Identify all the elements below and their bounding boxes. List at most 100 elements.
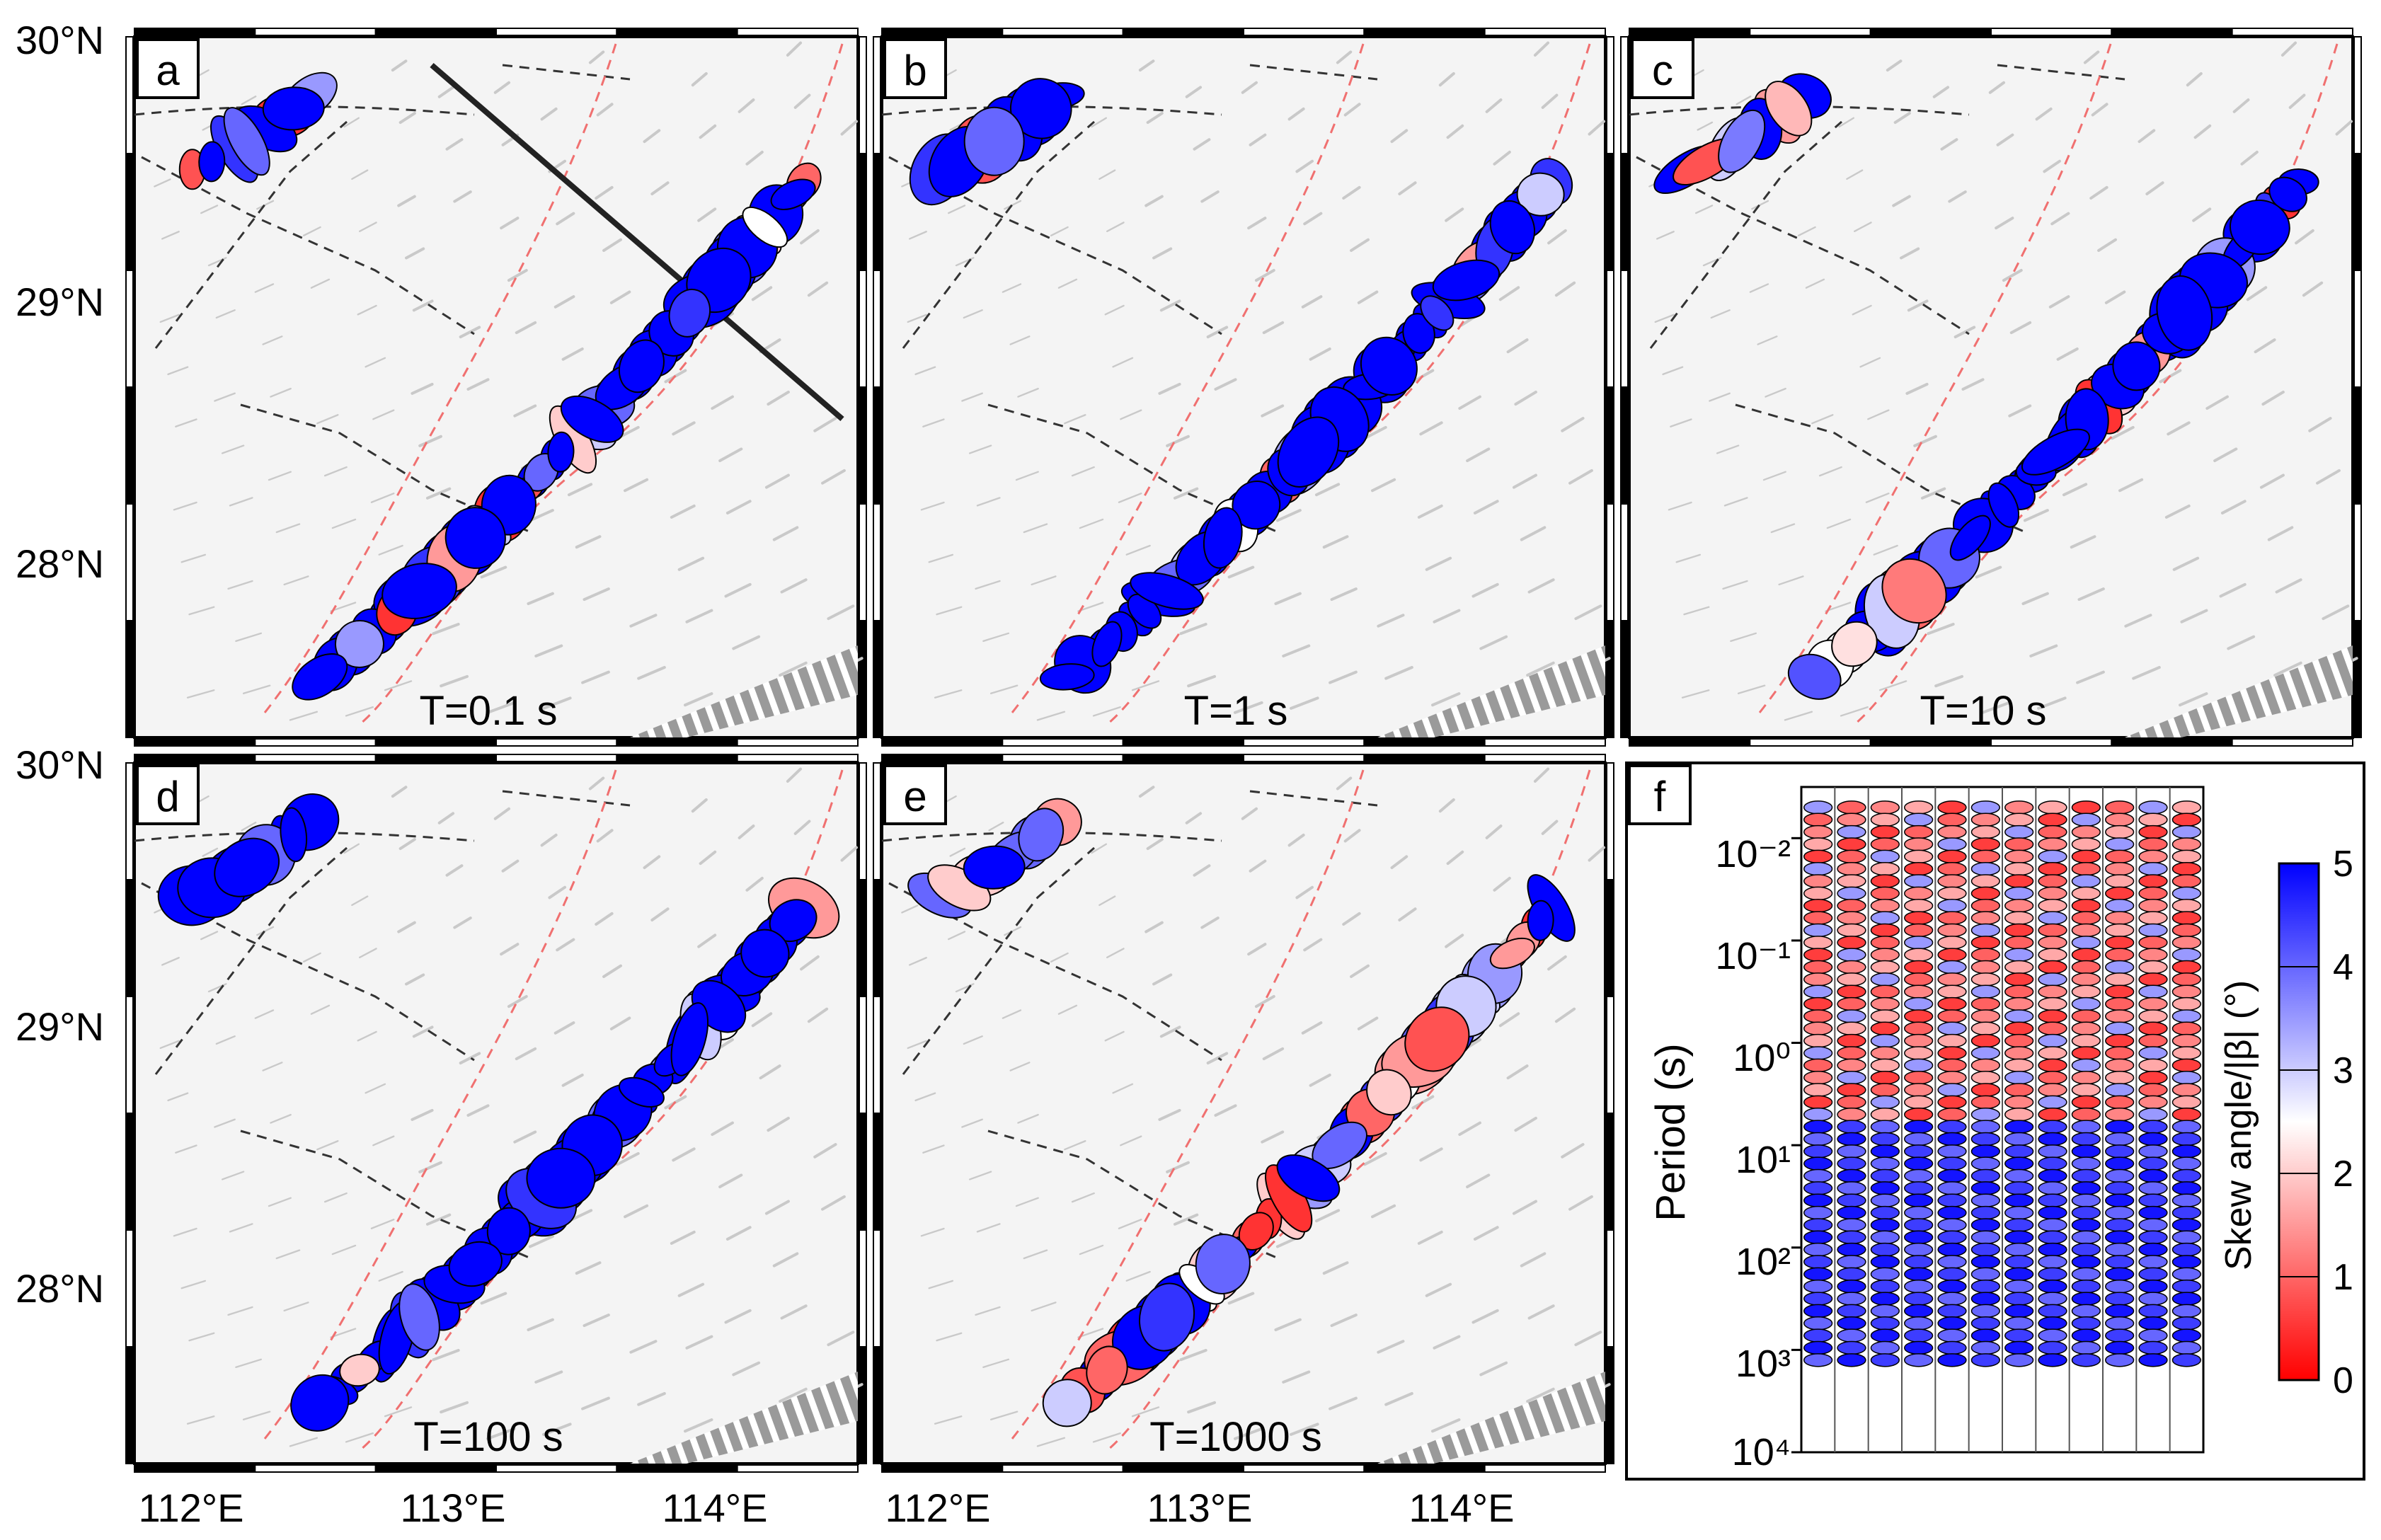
- relief-streak: [2259, 473, 2285, 489]
- relief-streak: [1425, 556, 1452, 571]
- section-ellipse: [2171, 1009, 2201, 1023]
- relief-streak: [500, 217, 520, 230]
- relief-streak: [2193, 124, 2212, 139]
- relief-streak: [1751, 200, 1769, 210]
- relief-streak: [1023, 523, 1048, 534]
- section-ellipse: [2038, 1292, 2067, 1306]
- section-ellipse: [1837, 923, 1866, 938]
- relief-streak: [480, 1292, 507, 1305]
- frame-bar: [1606, 996, 1614, 1114]
- relief-streak: [691, 71, 708, 87]
- section-ellipse: [1937, 1095, 1967, 1110]
- relief-streak: [1314, 483, 1341, 497]
- relief-streak: [1377, 1340, 1405, 1354]
- frame-bar: [873, 503, 881, 621]
- relief-streak: [1185, 86, 1203, 98]
- section-ellipse: [1837, 1328, 1866, 1343]
- relief-streak: [283, 1301, 309, 1312]
- section-ellipse: [1904, 861, 1934, 876]
- section-ellipse: [2105, 849, 2135, 864]
- frame-bar: [859, 1229, 867, 1348]
- section-ellipse: [2071, 1353, 2101, 1367]
- relief-streak: [167, 1092, 189, 1102]
- relief-streak: [1710, 309, 1731, 319]
- section-ellipse: [2171, 874, 2201, 888]
- section-ellipse: [2038, 1095, 2067, 1110]
- phase-tensor-ellipse: [1420, 295, 1455, 331]
- relief-streak: [214, 1118, 236, 1128]
- relief-streak: [2008, 404, 2032, 418]
- relief-streak: [2254, 338, 2276, 354]
- frame-bar: [873, 1229, 881, 1348]
- relief-streak: [1512, 1200, 1537, 1215]
- relief-streak: [445, 138, 464, 151]
- relief-streak: [372, 1135, 395, 1147]
- section-ellipse: [1937, 837, 1967, 851]
- section-ellipse: [2171, 1120, 2201, 1134]
- section-ellipse: [2071, 911, 2101, 925]
- phase-tensor-ellipse: [2229, 199, 2290, 255]
- section-ellipse: [2105, 1083, 2135, 1097]
- section-ellipse: [2038, 1009, 2067, 1023]
- relief-streak: [1330, 587, 1358, 602]
- relief-streak: [1893, 112, 1911, 125]
- section-ellipse: [2038, 1304, 2067, 1318]
- section-ellipse: [2171, 1181, 2201, 1195]
- section-ellipse: [2071, 1255, 2101, 1269]
- frame-bar: [1122, 1464, 1244, 1473]
- relief-streak: [1193, 138, 1211, 151]
- lat-label-30-top: 30°N: [16, 18, 104, 62]
- relief-streak: [2246, 286, 2268, 301]
- relief-streak: [1112, 1083, 1134, 1094]
- relief-streak: [1568, 469, 1593, 485]
- relief-streak: [270, 387, 292, 398]
- frame-bar: [495, 28, 618, 36]
- section-ellipse: [1837, 1168, 1866, 1183]
- frame-bar: [2353, 503, 2362, 621]
- relief-streak: [1398, 181, 1417, 196]
- section-ellipse: [2105, 1340, 2135, 1355]
- relief-streak: [793, 820, 811, 835]
- section-ellipse: [1904, 1193, 1934, 1207]
- relief-streak: [1064, 1140, 1086, 1151]
- phase-tensor-ellipse: [1881, 558, 1947, 624]
- relief-streak: [1811, 414, 1834, 425]
- section-ellipse: [2105, 1255, 2135, 1269]
- section-ellipse: [2105, 996, 2135, 1011]
- relief-streak: [1446, 124, 1464, 139]
- phase-tensor-ellipse: [1432, 259, 1501, 301]
- relief-streak: [330, 602, 357, 612]
- section-ellipse: [1870, 1292, 1900, 1306]
- relief-streak: [262, 1062, 283, 1071]
- relief-streak: [968, 444, 992, 454]
- relief-streak: [437, 86, 455, 98]
- relief-streak: [1262, 321, 1285, 335]
- relief-streak: [1329, 670, 1358, 684]
- relief-streak: [1425, 1282, 1452, 1297]
- section-ellipse: [1937, 948, 1967, 962]
- section-ellipse: [2138, 1279, 2168, 1294]
- relief-streak: [1859, 357, 1881, 368]
- relief-streak: [989, 684, 1019, 694]
- section-ellipse: [2171, 1255, 2201, 1269]
- section-ellipse: [1970, 1058, 2000, 1073]
- frame-bar: [125, 36, 134, 154]
- section-ellipse: [1837, 1292, 1866, 1306]
- relief-streak: [767, 390, 790, 406]
- colorbar-tick: 0: [2333, 1360, 2353, 1401]
- section-ellipse: [1970, 1168, 2000, 1183]
- frame-bar: [1990, 738, 2113, 747]
- section-ellipse: [1970, 1292, 2000, 1306]
- relief-streak: [1419, 421, 1443, 436]
- relief-streak: [1144, 921, 1164, 933]
- section-ellipse: [2038, 1083, 2067, 1097]
- relief-streak: [359, 948, 377, 959]
- section-ellipse: [1937, 1267, 1967, 1282]
- section-ellipse: [1970, 812, 2000, 827]
- section-ellipse: [1870, 948, 1900, 962]
- section-ellipse: [1870, 923, 1900, 938]
- relief-streak: [1227, 1292, 1255, 1305]
- relief-streak: [976, 497, 1001, 507]
- relief-streak: [1303, 938, 1323, 952]
- section-ellipse: [1837, 1058, 1866, 1073]
